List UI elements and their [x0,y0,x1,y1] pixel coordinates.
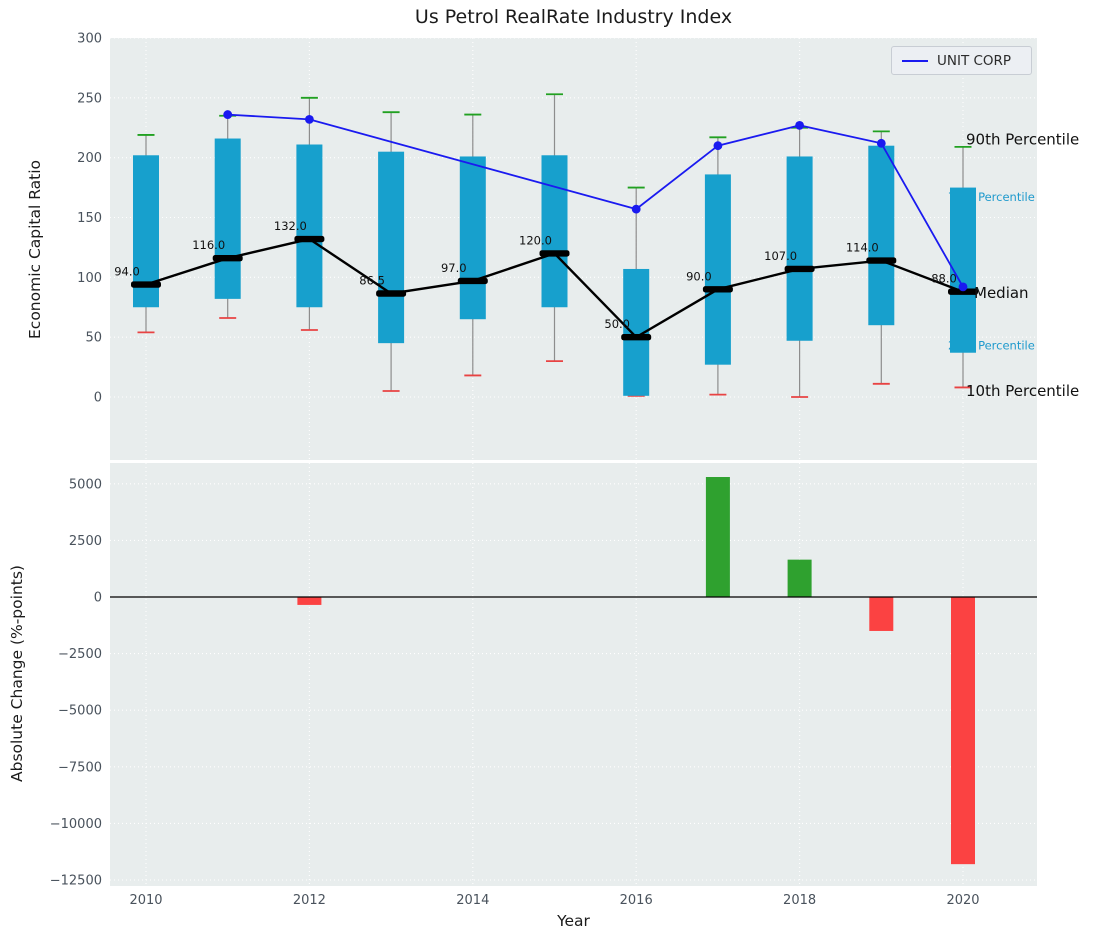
bottom-ytick-label: 5000 [69,477,102,492]
legend: UNIT CORP [891,46,1032,75]
tick-labels: 300 250 200 150 100 50 0 5000 2500 0 −2500 −5000 −75… [50,32,980,909]
top-ytick-label: 0 [94,391,102,406]
change-bars [297,477,975,865]
percentile-annotation: 90th Percentile [966,131,1079,149]
percentile-annotation: 10th Percentile [966,382,1079,400]
median-value-label: 86.5 [359,273,385,287]
chart-title: Us Petrol RealRate Industry Index [414,6,733,28]
iqr-bars [133,138,976,396]
median-value-label: 94.0 [114,265,140,279]
median-value-label: 114.0 [846,241,879,255]
bottom-ytick-label: −5000 [58,704,102,719]
xtick-label: 2020 [946,893,979,908]
legend-label: UNIT CORP [937,52,1012,69]
top-ytick-label: 150 [77,211,102,226]
plot-backgrounds [110,38,1037,886]
xtick-label: 2014 [456,893,489,908]
median-series: 94.0 116.0 132.0 86.5 97.0 120.0 50.0 90.0 107.0… [114,219,978,341]
median-value-label: 120.0 [519,233,552,247]
percentile-annotations-over: 90th Percentile Median 10th Percentile [966,131,1079,400]
top-ytick-label: 50 [85,331,102,346]
median-value-label: 97.0 [441,261,467,275]
bottom-y-axis-label: Absolute Change (%-points) [8,565,26,782]
top-ytick-label: 200 [77,151,102,166]
xtick-label: 2010 [129,893,162,908]
median-value-label: 88.0 [931,272,957,286]
median-value-label: 107.0 [764,249,797,263]
bottom-ytick-label: 0 [94,591,102,606]
bottom-ytick-label: −10000 [50,817,102,832]
legend-line-sample-icon [902,59,928,62]
bottom-ytick-label: −7500 [58,760,102,775]
xtick-label: 2012 [293,893,326,908]
median-value-label: 116.0 [192,238,225,252]
bottom-ytick-label: −12500 [50,874,102,889]
xtick-label: 2018 [783,893,816,908]
top-ytick-label: 300 [77,32,102,47]
bottom-ytick-label: −2500 [58,647,102,662]
x-axis-label: Year [557,912,590,930]
top-y-axis-label: Economic Capital Ratio [26,159,44,339]
median-value-label: 132.0 [274,219,307,233]
bottom-ytick-label: 2500 [69,534,102,549]
top-ytick-label: 250 [77,91,102,106]
median-value-label: 50.0 [604,317,630,331]
percentile-annotation: Median [974,284,1029,302]
xtick-label: 2016 [620,893,653,908]
median-value-label: 90.0 [686,269,712,283]
top-ytick-label: 100 [77,271,102,286]
unit-corp-series [223,110,968,292]
